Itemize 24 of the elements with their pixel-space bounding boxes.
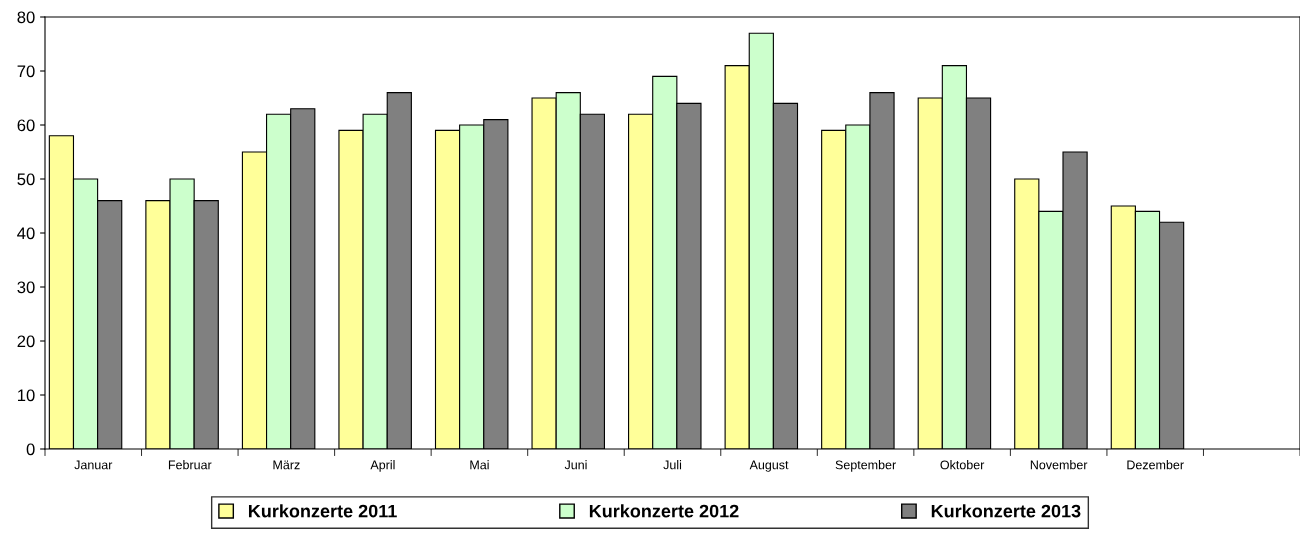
x-tick-label: Juni bbox=[564, 460, 587, 470]
y-tick-label: 30 bbox=[17, 281, 35, 294]
x-tick-label: Oktober bbox=[940, 460, 985, 470]
legend-label: Kurkonzerte 2011 bbox=[248, 504, 397, 518]
x-tick-label: November bbox=[1030, 460, 1088, 470]
y-tick-label: 60 bbox=[17, 119, 35, 132]
y-tick-label: 70 bbox=[17, 65, 35, 78]
x-tick-label: Mai bbox=[470, 460, 489, 470]
legend-label: Kurkonzerte 2012 bbox=[589, 504, 739, 518]
x-tick-label: August bbox=[749, 460, 789, 472]
y-tick-label: 80 bbox=[17, 11, 35, 24]
y-tick-label: 40 bbox=[17, 227, 35, 240]
x-tick-label: März bbox=[273, 460, 300, 470]
x-tick-label: Februar bbox=[168, 460, 212, 470]
y-tick-label: 20 bbox=[17, 335, 35, 348]
x-tick-label: Dezember bbox=[1127, 460, 1184, 470]
x-tick-label: Januar bbox=[74, 460, 113, 470]
x-tick-label: April bbox=[370, 460, 395, 472]
x-tick-label: Juli bbox=[663, 460, 682, 470]
y-tick-label: 10 bbox=[18, 389, 35, 402]
y-tick-label: 0 bbox=[26, 443, 35, 456]
x-tick-label: September bbox=[835, 460, 896, 472]
legend-label: Kurkonzerte 2013 bbox=[931, 504, 1081, 518]
y-tick-label: 50 bbox=[17, 173, 35, 186]
